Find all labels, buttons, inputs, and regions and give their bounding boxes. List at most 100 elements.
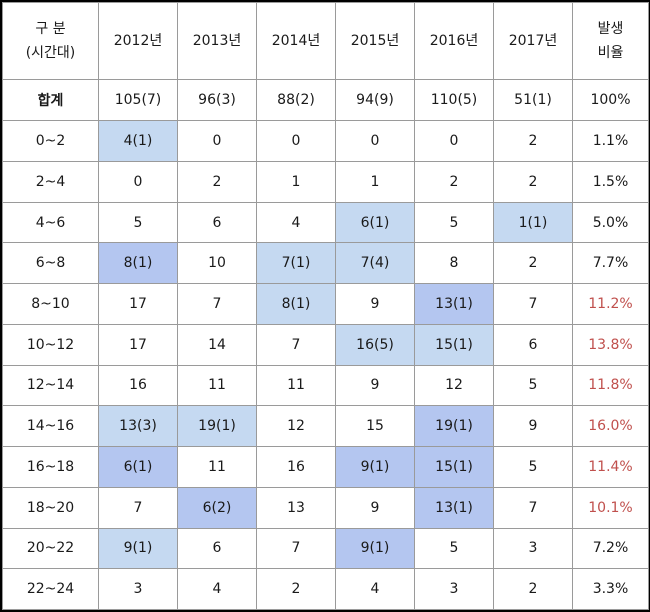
table-row: 22~24 3 4 2 4 3 2 3.3% (2, 568, 649, 610)
data-cell: 1 (256, 160, 336, 203)
data-cell: 16 (256, 446, 336, 488)
data-cell: 0 (98, 160, 178, 203)
data-cell: 3 (414, 568, 494, 610)
rate-cell: 7.2% (572, 527, 649, 570)
rate-cell: 11.2% (572, 283, 649, 325)
data-cell: 7 (493, 283, 573, 325)
table-row: 8~10 17 7 8(1) 9 13(1) 7 11.2% (2, 283, 649, 325)
data-cell: 5 (414, 527, 494, 570)
data-cell: 9 (493, 405, 573, 448)
data-cell: 0 (335, 120, 415, 162)
data-cell: 96(3) (177, 79, 257, 122)
time-band-label: 합계 (2, 79, 99, 122)
table-row: 12~14 16 11 11 9 12 5 11.8% (2, 364, 649, 407)
rate-cell: 10.1% (572, 486, 649, 529)
data-cell: 7(1) (256, 242, 336, 285)
rate-cell: 1.5% (572, 160, 649, 203)
category-header: 구 분 (시간대) (2, 1, 99, 81)
data-cell: 0 (414, 120, 494, 162)
rate-header-line2: 비율 (597, 45, 624, 62)
data-cell: 11 (177, 364, 257, 407)
data-cell: 1 (335, 160, 415, 203)
data-cell: 6(1) (98, 446, 178, 488)
year-header: 2015년 (335, 1, 415, 81)
data-cell: 7(4) (335, 242, 415, 285)
data-cell: 5 (98, 201, 178, 244)
data-cell: 13(1) (414, 486, 494, 529)
time-band-label: 10~12 (2, 323, 99, 366)
data-cell: 12 (414, 364, 494, 407)
data-cell: 15(1) (414, 446, 494, 488)
data-cell: 7 (177, 283, 257, 325)
data-cell: 8(1) (256, 283, 336, 325)
data-cell: 2 (493, 568, 573, 610)
data-cell: 110(5) (414, 79, 494, 122)
category-header-line1: 구 분 (35, 21, 66, 38)
data-cell: 5 (493, 364, 573, 407)
data-cell: 7 (256, 527, 336, 570)
data-cell: 5 (493, 446, 573, 488)
data-cell: 9(1) (335, 527, 415, 570)
data-cell: 6(2) (177, 486, 257, 529)
data-cell: 12 (256, 405, 336, 448)
data-cell: 7 (256, 323, 336, 366)
data-cell: 13(1) (414, 283, 494, 325)
time-band-label: 18~20 (2, 486, 99, 529)
data-cell: 17 (98, 323, 178, 366)
data-cell: 15(1) (414, 323, 494, 366)
data-cell: 5 (414, 201, 494, 244)
year-header: 2017년 (493, 1, 573, 81)
table-row: 16~18 6(1) 11 16 9(1) 15(1) 5 11.4% (2, 446, 649, 488)
table-row: 6~8 8(1) 10 7(1) 7(4) 8 2 7.7% (2, 242, 649, 285)
rate-cell: 11.4% (572, 446, 649, 488)
table-row: 20~22 9(1) 6 7 9(1) 5 3 7.2% (2, 527, 649, 570)
time-band-label: 2~4 (2, 160, 99, 203)
rate-cell: 3.3% (572, 568, 649, 610)
year-header: 2014년 (256, 1, 336, 81)
data-cell: 14 (177, 323, 257, 366)
year-header: 2016년 (414, 1, 494, 81)
data-cell: 9(1) (98, 527, 178, 570)
data-cell: 9(1) (335, 446, 415, 488)
data-cell: 13(3) (98, 405, 178, 448)
data-cell: 4(1) (98, 120, 178, 162)
time-band-label: 22~24 (2, 568, 99, 610)
data-cell: 4 (335, 568, 415, 610)
category-header-line2: (시간대) (25, 45, 76, 62)
data-cell: 16(5) (335, 323, 415, 366)
rate-cell: 13.8% (572, 323, 649, 366)
data-cell: 6(1) (335, 201, 415, 244)
data-cell: 19(1) (177, 405, 257, 448)
data-cell: 6 (493, 323, 573, 366)
year-header: 2012년 (98, 1, 178, 81)
data-cell: 6 (177, 201, 257, 244)
data-cell: 13 (256, 486, 336, 529)
data-cell: 17 (98, 283, 178, 325)
data-cell: 9 (335, 364, 415, 407)
data-cell: 16 (98, 364, 178, 407)
data-cell: 8(1) (98, 242, 178, 285)
data-cell: 3 (493, 527, 573, 570)
rate-cell: 7.7% (572, 242, 649, 285)
data-cell: 9 (335, 486, 415, 529)
table-row: 0~2 4(1) 0 0 0 0 2 1.1% (2, 120, 649, 162)
time-band-label: 16~18 (2, 446, 99, 488)
rate-cell: 5.0% (572, 201, 649, 244)
table-row: 14~16 13(3) 19(1) 12 15 19(1) 9 16.0% (2, 405, 649, 448)
table-row: 4~6 5 6 4 6(1) 5 1(1) 5.0% (2, 201, 649, 244)
rate-header-line1: 발생 (597, 21, 624, 38)
data-cell: 8 (414, 242, 494, 285)
time-band-label: 0~2 (2, 120, 99, 162)
data-cell: 2 (177, 160, 257, 203)
data-cell: 11 (256, 364, 336, 407)
data-cell: 2 (493, 160, 573, 203)
data-cell: 2 (493, 120, 573, 162)
data-cell: 4 (256, 201, 336, 244)
data-cell: 11 (177, 446, 257, 488)
time-band-label: 12~14 (2, 364, 99, 407)
data-cell: 6 (177, 527, 257, 570)
time-band-label: 6~8 (2, 242, 99, 285)
data-cell: 94(9) (335, 79, 415, 122)
data-cell: 10 (177, 242, 257, 285)
